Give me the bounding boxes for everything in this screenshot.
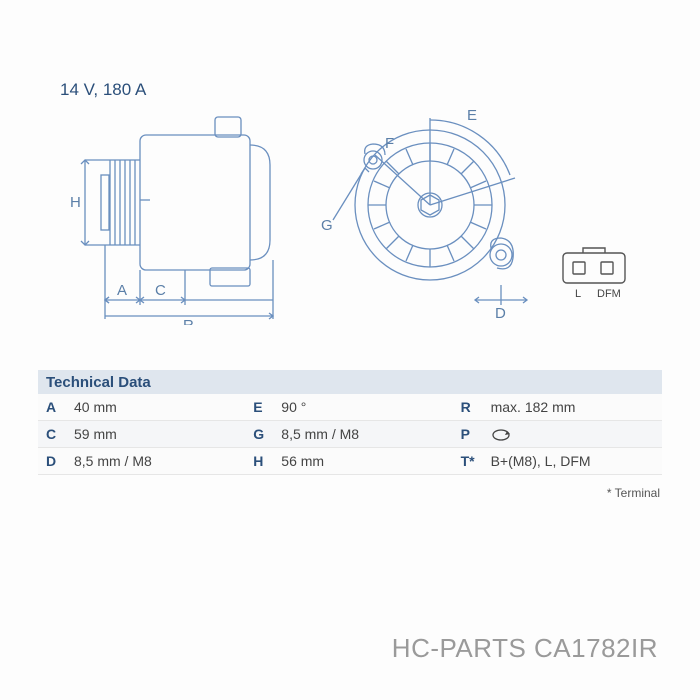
spec-key: A [38,394,66,421]
spec-key: H [245,448,273,475]
table-row: A 40 mm E 90 ° R max. 182 mm [38,394,662,421]
electrical-rating: 14 V, 180 A [60,80,146,100]
table-row: D 8,5 mm / M8 H 56 mm T* B+(M8), L, DFM [38,448,662,475]
spec-value: 59 mm [66,421,245,448]
connector-pin-l: L [575,288,581,300]
spec-value [483,421,662,448]
technical-data-header: Technical Data [38,370,662,395]
spec-value: 8,5 mm / M8 [66,448,245,475]
spec-key: E [245,394,273,421]
rotation-icon [491,428,511,442]
dim-label-f: F [385,135,394,152]
dim-label-c: C [155,282,166,299]
alternator-front-view: E F G D [315,100,545,325]
dim-label-d: D [495,305,506,322]
diagram-area: H A C R [55,105,645,335]
spec-key: P [453,421,483,448]
dim-label-a: A [117,282,127,299]
table-row: C 59 mm G 8,5 mm / M8 P [38,421,662,448]
connector-diagram: L DFM [555,245,635,305]
part-number-label: HC-PARTS CA1782IR [392,633,658,664]
technical-data-table: A 40 mm E 90 ° R max. 182 mm C 59 mm G 8… [38,394,662,475]
dim-label-r: R [183,317,194,325]
spec-value: B+(M8), L, DFM [483,448,662,475]
spec-key: G [245,421,273,448]
spec-value: max. 182 mm [483,394,662,421]
spec-key: R [453,394,483,421]
spec-key: T* [453,448,483,475]
spec-value: 90 ° [273,394,452,421]
connector-pin-dfm: DFM [597,288,621,300]
terminal-footnote: * Terminal [607,486,660,500]
alternator-side-view: H A C R [55,105,305,325]
spec-value: 56 mm [273,448,452,475]
part-number: CA1782IR [534,633,658,663]
brand-name: HC-PARTS [392,633,527,663]
spec-key: D [38,448,66,475]
dim-label-h: H [70,194,81,211]
spec-value: 40 mm [66,394,245,421]
spec-key: C [38,421,66,448]
page: 14 V, 180 A [0,0,700,700]
spec-value: 8,5 mm / M8 [273,421,452,448]
dim-label-e: E [467,107,477,124]
dim-label-g: G [321,217,333,234]
